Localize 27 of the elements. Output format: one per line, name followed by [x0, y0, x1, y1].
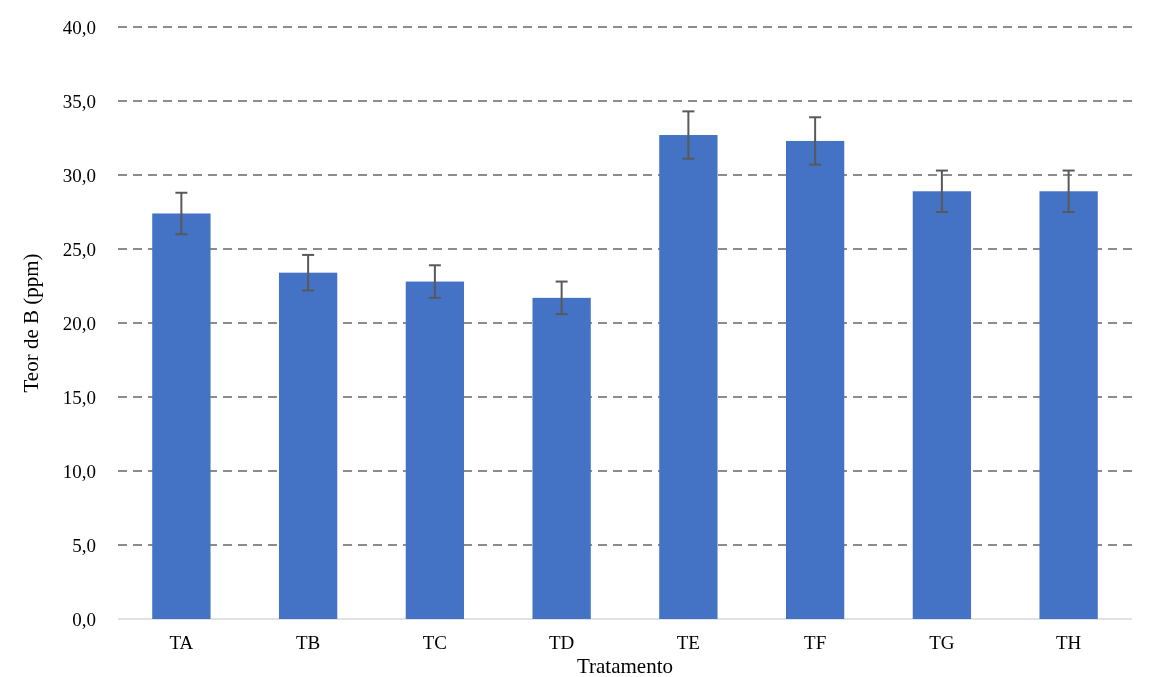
- y-tick-label: 15,0: [62, 386, 96, 408]
- bar: [405, 281, 465, 619]
- x-tick-label: TD: [548, 632, 575, 653]
- x-tick-label: TE: [676, 632, 700, 653]
- y-tick-label: 0,0: [72, 608, 96, 630]
- y-tick-label: 35,0: [62, 90, 96, 112]
- bar: [532, 297, 591, 619]
- x-tick-label: TC: [422, 632, 448, 653]
- y-axis-title: Teor de B (ppm): [19, 253, 43, 393]
- y-tick-label: 5,0: [72, 534, 96, 556]
- x-tick-label: TG: [929, 632, 955, 653]
- bar: [659, 135, 718, 619]
- x-tick-label: TH: [1055, 632, 1082, 653]
- x-tick-label: TA: [169, 632, 194, 653]
- y-tick-label: 25,0: [62, 238, 96, 260]
- x-axis-title: Tratamento: [576, 654, 674, 677]
- bar: [785, 140, 845, 619]
- y-tick-label: 40,0: [62, 16, 96, 38]
- x-tick-label: TF: [804, 632, 827, 653]
- bar: [152, 213, 211, 619]
- y-tick-label: 10,0: [62, 460, 96, 482]
- x-tick-label: TB: [295, 632, 321, 653]
- bar: [912, 191, 972, 619]
- y-tick-label: 30,0: [62, 164, 96, 186]
- bar: [1039, 191, 1098, 619]
- y-tick-label: 20,0: [62, 312, 96, 334]
- bar: [278, 272, 338, 619]
